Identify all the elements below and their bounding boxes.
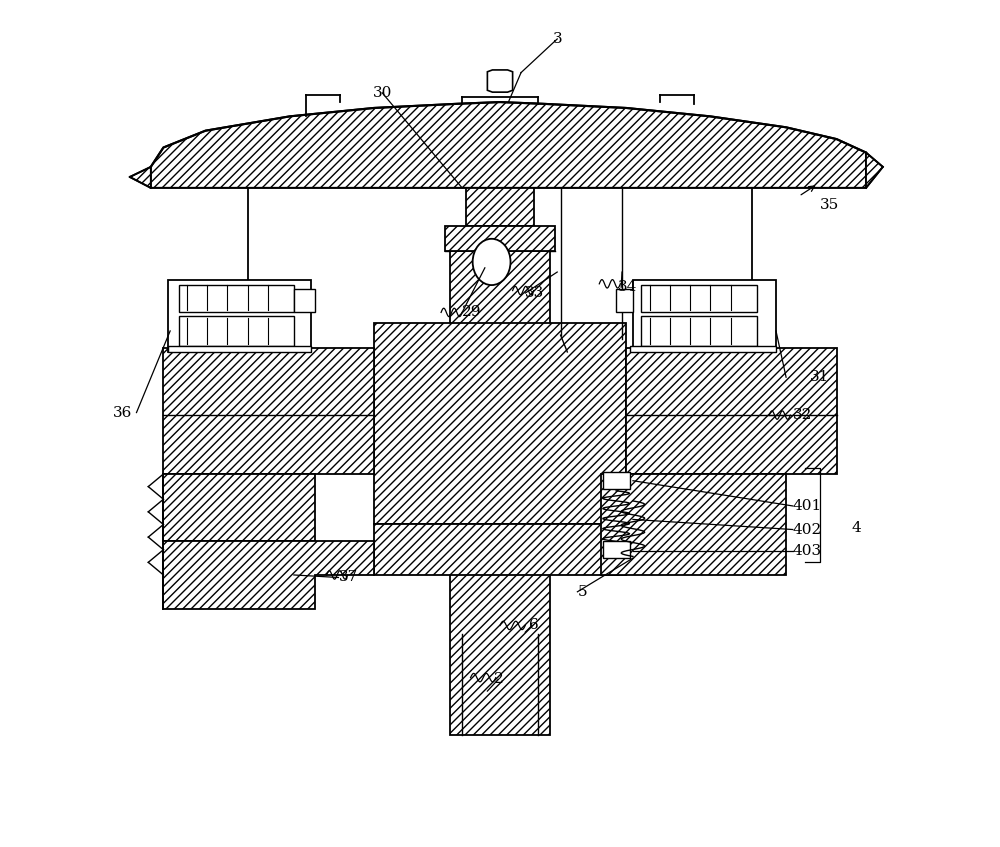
Polygon shape — [641, 316, 757, 346]
Text: 34: 34 — [618, 280, 637, 294]
Text: 2: 2 — [493, 673, 503, 686]
Polygon shape — [168, 346, 311, 352]
Polygon shape — [294, 289, 315, 313]
Polygon shape — [163, 474, 315, 541]
Polygon shape — [616, 289, 633, 313]
Text: 401: 401 — [793, 499, 822, 513]
Polygon shape — [487, 70, 513, 92]
Polygon shape — [374, 524, 626, 575]
Polygon shape — [466, 188, 534, 226]
Polygon shape — [445, 226, 555, 251]
Polygon shape — [179, 316, 294, 346]
Polygon shape — [633, 280, 776, 352]
Text: 3: 3 — [552, 32, 562, 46]
Text: 37: 37 — [338, 571, 358, 584]
Polygon shape — [374, 323, 626, 524]
Polygon shape — [163, 541, 374, 609]
Text: 30: 30 — [373, 86, 392, 100]
Polygon shape — [163, 348, 374, 474]
Text: 4: 4 — [852, 521, 861, 534]
Text: 6: 6 — [529, 618, 539, 633]
Ellipse shape — [473, 239, 511, 285]
Polygon shape — [603, 473, 630, 489]
Text: 31: 31 — [810, 370, 829, 385]
Polygon shape — [641, 285, 757, 313]
Text: 36: 36 — [113, 406, 132, 419]
Polygon shape — [601, 474, 786, 575]
Polygon shape — [630, 346, 776, 352]
Polygon shape — [151, 102, 866, 188]
Polygon shape — [626, 348, 837, 474]
Polygon shape — [450, 251, 550, 735]
Polygon shape — [603, 541, 630, 558]
Polygon shape — [130, 167, 151, 188]
Text: 35: 35 — [820, 197, 839, 212]
Polygon shape — [168, 280, 311, 352]
Text: 32: 32 — [793, 408, 812, 422]
Polygon shape — [179, 285, 294, 313]
Polygon shape — [866, 152, 883, 188]
Text: 403: 403 — [793, 545, 822, 558]
Text: 5: 5 — [577, 584, 587, 599]
Text: 33: 33 — [525, 286, 544, 300]
Text: 402: 402 — [793, 523, 822, 536]
Text: 29: 29 — [462, 306, 482, 319]
